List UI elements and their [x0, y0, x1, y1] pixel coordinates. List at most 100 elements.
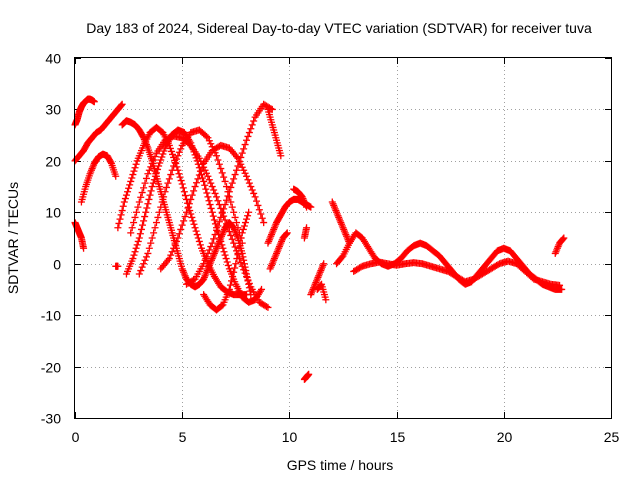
data-point	[233, 219, 241, 227]
data-point	[226, 281, 234, 289]
data-point	[223, 196, 231, 204]
data-point	[160, 193, 168, 201]
data-point	[240, 266, 248, 274]
series-arc-s	[300, 370, 313, 383]
data-point	[134, 203, 142, 211]
x-tick-label: 10	[282, 429, 298, 445]
series-arc-t	[307, 260, 328, 299]
data-point	[283, 229, 291, 237]
data-point	[234, 249, 242, 257]
data-point	[283, 230, 291, 238]
data-point	[116, 215, 124, 223]
data-point	[238, 262, 246, 270]
data-point	[185, 203, 193, 211]
data-point	[164, 179, 172, 187]
data-point	[559, 235, 567, 243]
data-point	[148, 234, 156, 242]
data-point	[167, 251, 175, 259]
data-point	[233, 255, 241, 263]
data-point	[187, 210, 195, 218]
data-point	[178, 221, 186, 229]
series-arc-c	[71, 100, 126, 165]
data-point	[189, 217, 197, 225]
data-point	[231, 264, 239, 272]
y-tick-label: 30	[45, 102, 61, 118]
data-point	[118, 207, 126, 215]
data-point	[241, 269, 249, 277]
data-point	[141, 256, 149, 264]
data-point	[230, 268, 238, 276]
data-point	[245, 208, 253, 216]
data-point	[233, 166, 241, 174]
data-point	[207, 204, 215, 212]
chart-title: Day 183 of 2024, Sidereal Day-to-day VTE…	[86, 20, 592, 36]
data-point	[225, 188, 233, 196]
data-point	[255, 206, 263, 214]
x-tick-labels: 0 5 10 15 20 25	[72, 429, 620, 445]
data-point	[216, 234, 224, 242]
data-point	[205, 176, 213, 184]
series-arc-h	[122, 126, 266, 306]
data-point	[144, 170, 152, 178]
y-tick-label: -30	[41, 411, 61, 427]
data-point	[210, 235, 218, 243]
data-point	[126, 181, 134, 189]
x-tick-label: 0	[72, 429, 80, 445]
data-point	[188, 191, 196, 199]
data-point	[155, 208, 163, 216]
data-point	[180, 188, 188, 196]
data-point	[165, 255, 173, 263]
data-point	[243, 273, 251, 281]
data-point	[237, 234, 245, 242]
data-point	[263, 303, 271, 311]
data-point	[201, 256, 209, 264]
data-point	[174, 152, 182, 160]
data-point	[132, 160, 140, 168]
data-point	[245, 279, 253, 287]
data-point	[202, 253, 210, 261]
data-point	[140, 217, 148, 225]
data-point	[117, 101, 125, 109]
data-point	[143, 204, 151, 212]
data-point	[165, 175, 173, 183]
data-point	[131, 248, 139, 256]
series-arc-q	[290, 185, 311, 211]
data-point	[141, 213, 149, 221]
data-point	[190, 187, 198, 195]
data-point	[205, 246, 213, 254]
data-point	[131, 164, 139, 172]
data-point	[228, 277, 236, 285]
data-point	[214, 156, 222, 164]
data-point	[231, 213, 239, 221]
data-point	[135, 270, 143, 278]
data-point	[214, 197, 222, 205]
data-point	[227, 183, 235, 191]
series-arc-r	[300, 224, 311, 242]
data-point	[208, 183, 216, 191]
data-point	[191, 183, 199, 191]
data-point	[159, 150, 167, 158]
data-point	[142, 208, 150, 216]
data-point	[128, 224, 136, 232]
data-point	[170, 162, 178, 170]
data-point	[199, 174, 207, 182]
data-point	[210, 216, 218, 224]
data-point	[195, 237, 203, 245]
data-point	[174, 234, 182, 242]
data-point	[200, 177, 208, 185]
data-point	[225, 285, 233, 293]
data-point	[264, 303, 272, 311]
data-point	[205, 197, 213, 205]
series-arc-b	[71, 219, 88, 252]
y-tick-label: -20	[41, 360, 61, 376]
plot-frame	[74, 57, 612, 419]
series-arc-p	[266, 229, 291, 273]
data-point	[192, 179, 200, 187]
data-point	[175, 148, 183, 156]
data-point	[120, 198, 128, 206]
data-point	[243, 136, 251, 144]
data-point	[237, 153, 245, 161]
data-point	[258, 285, 266, 293]
data-point	[136, 230, 144, 238]
data-point	[204, 172, 212, 180]
